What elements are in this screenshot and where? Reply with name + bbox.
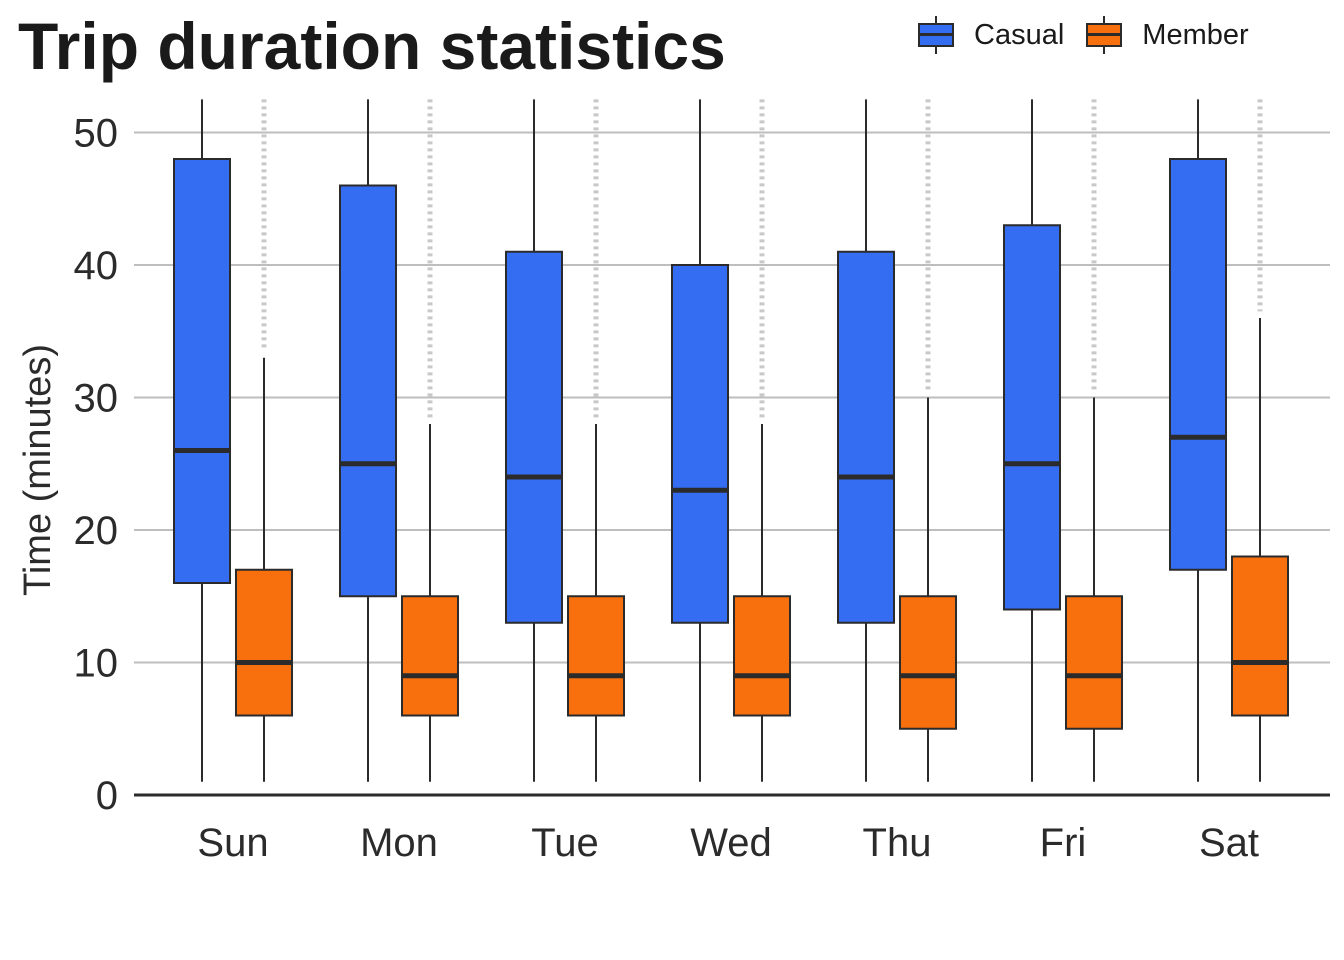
box-member-tue <box>567 99 625 782</box>
x-tick-label-mon: Mon <box>360 821 438 865</box>
box-casual-sat <box>1169 99 1227 782</box>
iqr-box-member-sun <box>235 568 293 717</box>
x-tick-label-wed: Wed <box>690 821 772 865</box>
iqr-box-casual-thu <box>837 250 895 624</box>
y-tick-label-50: 50 <box>74 112 119 156</box>
box-casual-tue <box>505 99 563 782</box>
y-tick-label-40: 40 <box>74 244 119 288</box>
legend-label-casual: Casual <box>974 18 1065 51</box>
box-casual-sun <box>173 99 231 782</box>
x-tick-label-sat: Sat <box>1199 821 1259 865</box>
box-member-sun <box>235 99 293 782</box>
box-member-wed <box>733 99 791 782</box>
chart-title: Trip duration statistics <box>18 9 726 83</box>
box-member-mon <box>401 99 459 782</box>
x-tick-label-thu: Thu <box>863 821 932 865</box>
grid-lines <box>134 131 1330 664</box>
iqr-box-member-mon <box>401 595 459 717</box>
y-tick-label-10: 10 <box>74 642 119 686</box>
iqr-box-member-wed <box>733 595 791 717</box>
box-member-fri <box>1065 99 1123 782</box>
y-tick-label-30: 30 <box>74 377 119 421</box>
y-axis-title: Time (minutes) <box>17 344 59 596</box>
iqr-box-casual-wed <box>671 264 729 624</box>
x-axis-tick-labels: Sun Mon Tue Wed Thu Fri Sat <box>197 821 1259 865</box>
iqr-box-member-fri <box>1065 595 1123 730</box>
iqr-box-casual-sat <box>1169 158 1227 571</box>
iqr-box-casual-sun <box>173 158 231 584</box>
legend-item-casual: Casual <box>918 16 1064 54</box>
x-tick-label-fri: Fri <box>1040 821 1087 865</box>
x-tick-label-sun: Sun <box>197 821 268 865</box>
legend: Casual Member <box>918 16 1271 54</box>
legend-item-member: Member <box>1086 16 1249 54</box>
box-member-sat <box>1231 99 1289 782</box>
legend-key-casual <box>918 16 954 54</box>
box-casual-thu <box>837 99 895 782</box>
y-tick-label-0: 0 <box>96 774 118 818</box>
box-member-thu <box>899 99 957 782</box>
iqr-box-member-thu <box>899 595 957 730</box>
x-tick-label-tue: Tue <box>531 821 598 865</box>
iqr-box-casual-tue <box>505 250 563 624</box>
iqr-box-member-tue <box>567 595 625 717</box>
y-tick-label-20: 20 <box>74 509 119 553</box>
legend-key-member <box>1086 16 1123 54</box>
box-casual-mon <box>339 99 397 782</box>
box-marks <box>173 99 1289 782</box>
iqr-box-casual-mon <box>339 184 397 598</box>
iqr-box-member-sat <box>1231 555 1289 717</box>
y-axis-tick-labels: 0 10 20 30 40 50 <box>74 112 119 819</box>
box-casual-fri <box>1003 99 1061 782</box>
legend-label-member: Member <box>1142 18 1249 51</box>
box-casual-wed <box>671 99 729 782</box>
iqr-box-casual-fri <box>1003 224 1061 611</box>
